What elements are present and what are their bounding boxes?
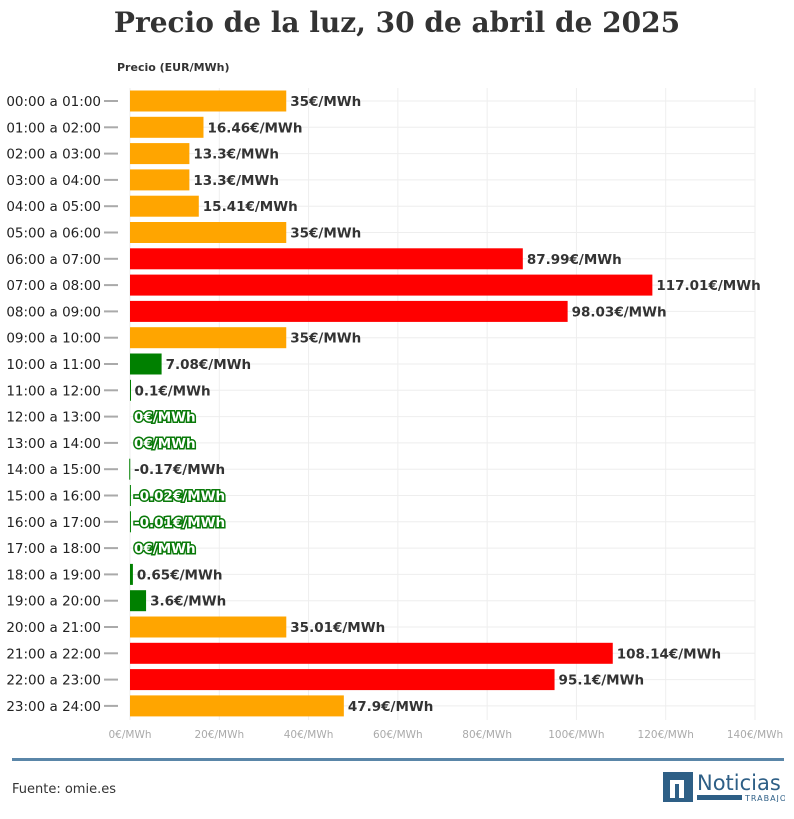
y-tick-label: 08:00 a 09:00 [6,304,101,320]
bar [130,169,190,191]
source-text: Fuente: omie.es [12,782,116,797]
y-tick-label: 02:00 a 03:00 [6,147,101,163]
y-tick-label: 05:00 a 06:00 [6,226,101,242]
bar [130,195,199,217]
y-tick-label: 00:00 a 01:00 [6,94,101,110]
bar [130,116,204,138]
y-tick-label: 01:00 a 02:00 [6,120,101,136]
data-label: 13.3€/MWh [193,147,279,163]
x-tick-label: 60€/MWh [373,729,423,741]
bar [130,669,555,691]
y-tick-label: 21:00 a 22:00 [6,646,101,662]
bar [130,143,190,165]
y-tick-label: 19:00 a 20:00 [6,594,101,610]
x-tick-label: 0€/MWh [109,729,152,741]
bar [130,353,162,375]
y-tick-label: 13:00 a 14:00 [6,436,101,452]
bar [130,222,287,243]
data-label: 95.1€/MWh [559,673,645,689]
y-tick-label: 06:00 a 07:00 [6,252,101,268]
data-label: 7.08€/MWh [166,357,252,373]
data-label: 0€/MWh [134,436,196,452]
bar [129,485,131,506]
x-tick-label: 80€/MWh [462,729,512,741]
data-label: -0.01€/MWh [134,515,225,531]
data-label: 0€/MWh [134,410,196,426]
y-tick-label: 20:00 a 21:00 [6,620,101,636]
y-tick-label: 12:00 a 13:00 [6,410,101,426]
data-label: 0.1€/MWh [134,383,210,399]
divider [12,758,784,761]
bar [130,327,287,349]
x-tick-label: 100€/MWh [548,729,604,741]
svg-text:Noticias: Noticias [697,771,781,795]
bar [129,511,131,533]
chart-title: Precio de la luz, 30 de abril de 2025 [113,6,681,39]
bar [130,300,568,322]
x-tick-label: 20€/MWh [194,729,244,741]
bar [130,642,613,664]
y-tick-label: 23:00 a 24:00 [6,699,101,715]
data-label: 0.65€/MWh [137,567,223,583]
bar [130,379,131,401]
y-tick-label: 18:00 a 19:00 [6,567,101,583]
y-tick-label: 17:00 a 18:00 [6,541,101,557]
y-tick-label: 15:00 a 16:00 [6,489,101,505]
x-tick-label: 120€/MWh [638,729,694,741]
data-label: 0€/MWh [134,541,196,557]
bar [130,695,344,717]
data-label: 108.14€/MWh [617,646,721,662]
y-axis-label: Precio (EUR/MWh) [117,61,230,74]
bar [129,458,131,480]
y-tick-label: 09:00 a 10:00 [6,331,101,347]
x-tick-label: 140€/MWh [727,729,783,741]
bar-chart: 0€/MWh 20€/MWh 40€/MWh 60€/MWh 80€/MWh 100€/M… [6,88,783,741]
data-label: 35€/MWh [290,226,361,242]
y-tick-label: 03:00 a 04:00 [6,173,101,189]
y-tick-label: 10:00 a 11:00 [6,357,101,373]
data-label: 117.01€/MWh [656,278,760,294]
bar [130,563,133,585]
bar [130,590,147,612]
data-label: -0.02€/MWh [134,489,225,505]
y-tick-label: 11:00 a 12:00 [6,383,101,399]
data-label: -0.17€/MWh [134,462,225,478]
x-tick-label: 40€/MWh [284,729,334,741]
svg-text:TRABAJO: TRABAJO [744,794,785,802]
y-tick-label: 22:00 a 23:00 [6,673,101,689]
y-tick-label: 04:00 a 05:00 [6,199,101,215]
data-label: 87.99€/MWh [527,252,622,268]
y-tick-label: 14:00 a 15:00 [6,462,101,478]
data-label: 35€/MWh [290,94,361,110]
data-label: 98.03€/MWh [572,304,667,320]
bar [130,274,653,296]
data-label: 3.6€/MWh [150,594,226,610]
data-label: 35€/MWh [290,331,361,347]
data-label: 35.01€/MWh [290,620,385,636]
data-label: 16.46€/MWh [207,120,302,136]
bar [130,616,287,638]
data-label: 47.9€/MWh [348,699,434,715]
y-tick-label: 07:00 a 08:00 [6,278,101,294]
bar [130,248,523,270]
y-tick-label: 16:00 a 17:00 [6,515,101,531]
data-label: 13.3€/MWh [193,173,279,189]
noticias-trabajo-logo: Noticias TRABAJO [663,771,785,802]
data-label: 15.41€/MWh [203,199,298,215]
bar [130,90,287,112]
